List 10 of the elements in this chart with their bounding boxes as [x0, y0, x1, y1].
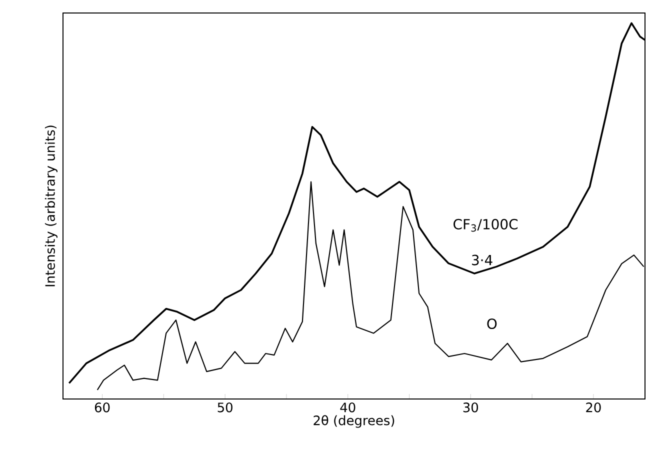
y-axis-title: Intensity (arbitrary units)	[44, 126, 58, 286]
x-tick-label: 40	[340, 402, 356, 412]
x-tick-label: 50	[218, 402, 232, 412]
x-tick-label: 20	[586, 402, 601, 412]
x-axis-title: 2θ (degrees)	[314, 415, 394, 428]
annotation: CF$_{3}$/100C	[454, 218, 518, 232]
x-tick-label: 30	[463, 402, 478, 412]
annotation: O	[487, 318, 497, 330]
annotation: 3·4	[472, 254, 492, 266]
x-tick-label: 60	[94, 402, 110, 412]
